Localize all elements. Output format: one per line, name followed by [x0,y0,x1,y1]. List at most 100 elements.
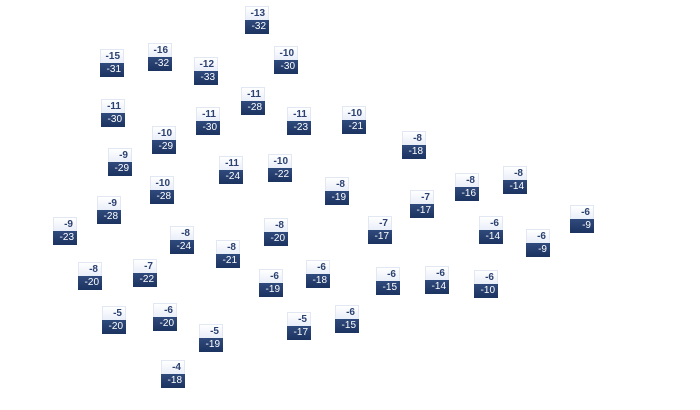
data-point-label: -8 -21 [216,240,240,268]
data-point-label: -6 -14 [479,216,503,244]
label-top-value: -10 [150,176,174,190]
data-point-label: -8 -14 [503,166,527,194]
label-bottom-value: -19 [199,338,223,352]
label-bottom-value: -30 [274,60,298,74]
data-point-label: -6 -19 [259,269,283,297]
label-bottom-value: -21 [342,120,366,134]
label-top-value: -8 [264,218,288,232]
label-bottom-value: -23 [53,231,77,245]
label-bottom-value: -14 [425,280,449,294]
label-top-value: -15 [100,49,124,63]
data-point-label: -6 -10 [474,270,498,298]
label-bottom-value: -15 [376,281,400,295]
label-bottom-value: -18 [402,145,426,159]
label-bottom-value: -32 [245,20,269,34]
label-top-value: -8 [78,262,102,276]
data-point-label: -8 -18 [402,131,426,159]
data-point-label: -6 -9 [570,205,594,233]
label-top-value: -6 [479,216,503,230]
data-point-label: -6 -15 [335,305,359,333]
label-top-value: -8 [503,166,527,180]
label-top-value: -7 [410,190,434,204]
data-point-label: -5 -20 [102,306,126,334]
label-bottom-value: -14 [479,230,503,244]
label-bottom-value: -19 [259,283,283,297]
label-bottom-value: -21 [216,254,240,268]
label-bottom-value: -32 [148,57,172,71]
label-bottom-value: -20 [102,320,126,334]
data-point-label: -10 -22 [268,154,292,182]
label-bottom-value: -29 [108,162,132,176]
data-point-label: -11 -24 [219,156,243,184]
data-point-label: -7 -22 [133,259,157,287]
label-bottom-value: -20 [264,232,288,246]
data-point-label: -13 -32 [245,6,269,34]
label-bottom-value: -17 [368,230,392,244]
label-bottom-value: -19 [325,191,349,205]
data-point-label: -5 -19 [199,324,223,352]
label-top-value: -8 [170,226,194,240]
data-point-label: -6 -18 [306,260,330,288]
label-bottom-value: -16 [455,187,479,201]
data-point-label: -8 -16 [455,173,479,201]
label-bottom-value: -29 [152,140,176,154]
label-top-value: -11 [101,99,125,113]
label-bottom-value: -15 [335,319,359,333]
label-bottom-value: -28 [97,210,121,224]
data-point-label: -8 -20 [78,262,102,290]
label-bottom-value: -10 [474,284,498,298]
data-point-label: -7 -17 [368,216,392,244]
label-top-value: -10 [274,46,298,60]
data-point-label: -11 -30 [196,107,220,135]
data-point-label: -4 -18 [161,360,185,388]
label-top-value: -6 [526,229,550,243]
data-point-label: -9 -23 [53,217,77,245]
label-top-value: -10 [268,154,292,168]
label-bottom-value: -31 [100,63,124,77]
label-bottom-value: -23 [287,121,311,135]
label-bottom-value: -22 [133,273,157,287]
label-bottom-value: -20 [153,317,177,331]
label-top-value: -6 [425,266,449,280]
label-top-value: -10 [152,126,176,140]
label-top-value: -8 [455,173,479,187]
label-top-value: -9 [53,217,77,231]
label-bottom-value: -22 [268,168,292,182]
data-point-label: -6 -15 [376,267,400,295]
label-top-value: -7 [368,216,392,230]
label-bottom-value: -28 [241,101,265,115]
data-point-label: -8 -20 [264,218,288,246]
label-top-value: -11 [241,87,265,101]
label-top-value: -11 [219,156,243,170]
label-top-value: -13 [245,6,269,20]
label-bottom-value: -9 [526,243,550,257]
label-top-value: -12 [194,57,218,71]
label-bottom-value: -18 [306,274,330,288]
data-point-label: -15 -31 [100,49,124,77]
data-point-label: -12 -33 [194,57,218,85]
label-bottom-value: -30 [101,113,125,127]
label-top-value: -6 [259,269,283,283]
label-top-value: -5 [199,324,223,338]
label-top-value: -8 [216,240,240,254]
label-top-value: -6 [474,270,498,284]
data-point-label: -10 -28 [150,176,174,204]
label-bottom-value: -18 [161,374,185,388]
label-bottom-value: -24 [170,240,194,254]
label-bottom-value: -28 [150,190,174,204]
label-top-value: -8 [402,131,426,145]
data-point-label: -8 -24 [170,226,194,254]
data-point-label: -9 -28 [97,196,121,224]
label-top-value: -6 [306,260,330,274]
data-point-label: -11 -23 [287,107,311,135]
label-top-value: -7 [133,259,157,273]
label-top-value: -5 [287,312,311,326]
label-top-value: -9 [97,196,121,210]
label-bottom-value: -30 [196,121,220,135]
data-point-label: -10 -21 [342,106,366,134]
data-point-label: -7 -17 [410,190,434,218]
label-top-value: -6 [335,305,359,319]
label-top-value: -9 [108,148,132,162]
data-point-label: -6 -14 [425,266,449,294]
